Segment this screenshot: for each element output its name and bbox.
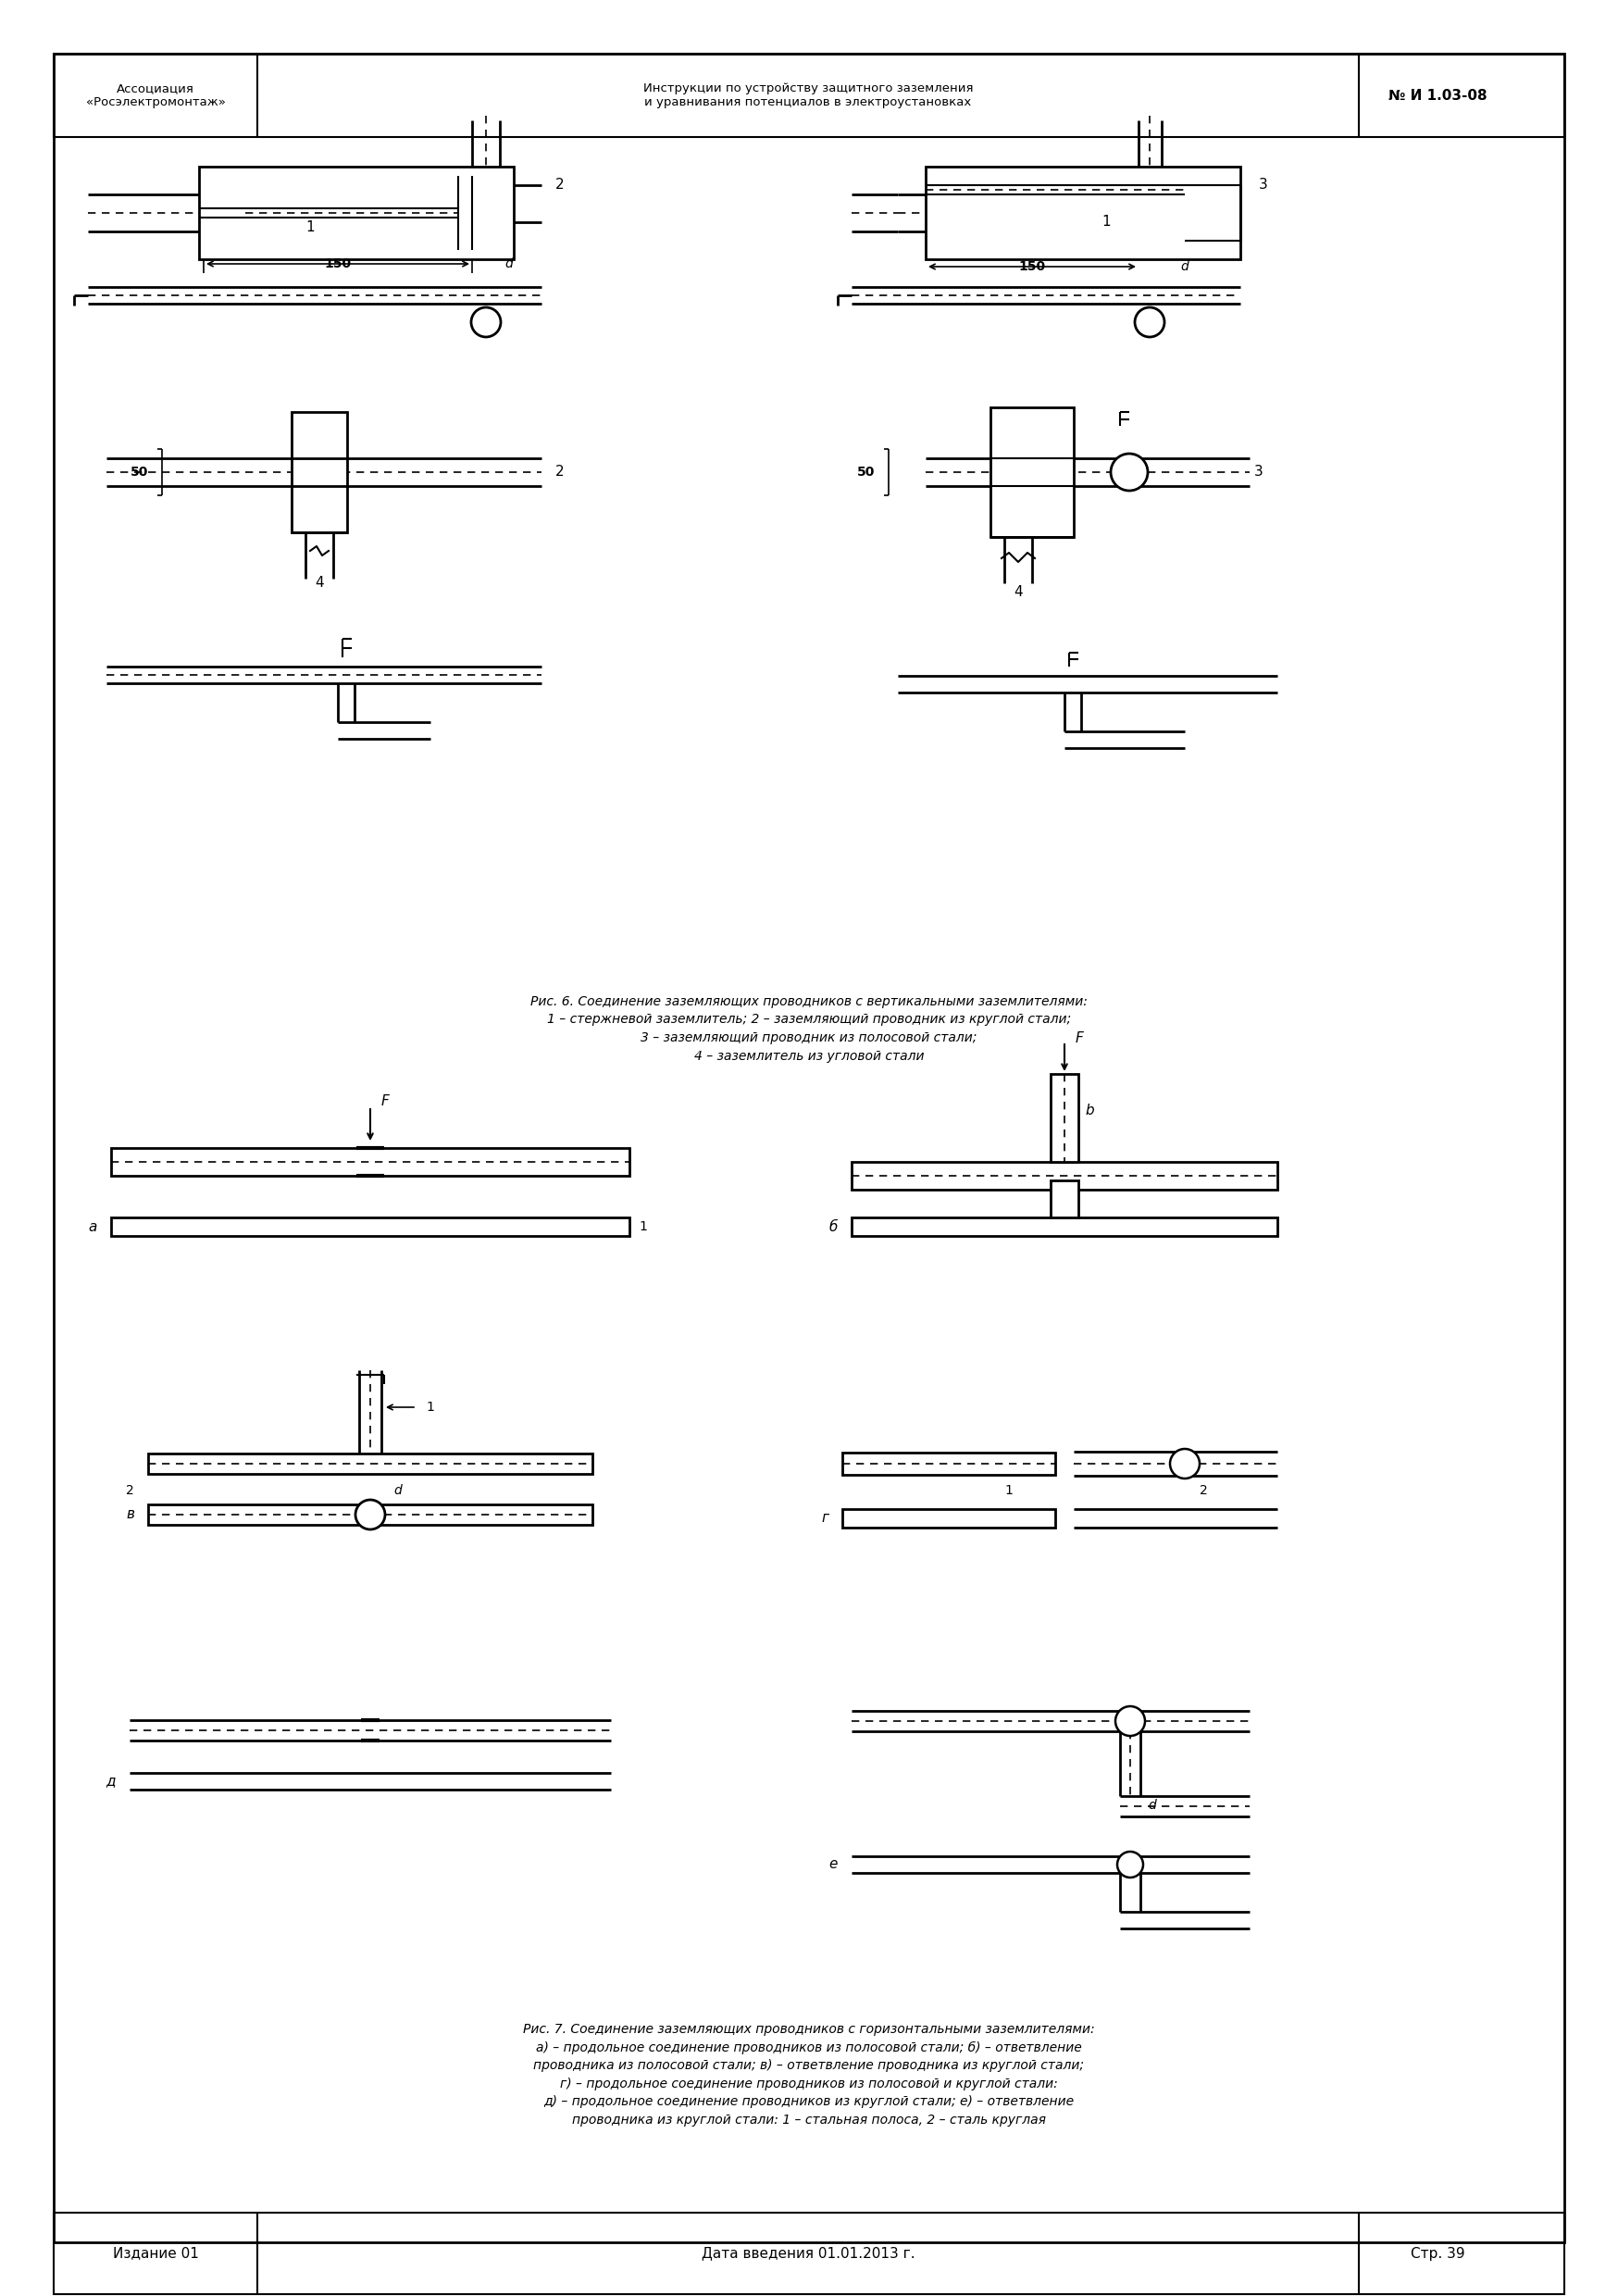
- Circle shape: [1110, 455, 1147, 491]
- Text: 2: 2: [555, 466, 565, 480]
- Circle shape: [1170, 1449, 1199, 1479]
- Bar: [843, 1453, 1055, 1474]
- Circle shape: [471, 308, 500, 338]
- Circle shape: [1118, 1851, 1144, 1878]
- Bar: [843, 1508, 1055, 1527]
- Text: d: d: [1147, 1798, 1155, 1812]
- Bar: [1050, 1075, 1078, 1162]
- Text: 1: 1: [1005, 1483, 1013, 1497]
- Circle shape: [356, 1499, 385, 1529]
- Text: d: d: [1181, 259, 1189, 273]
- Text: Дата введения 01.01.2013 г.: Дата введения 01.01.2013 г.: [701, 2245, 914, 2259]
- Bar: [112, 1217, 629, 1235]
- Text: F: F: [1076, 1031, 1084, 1045]
- Text: b: b: [1084, 1104, 1094, 1118]
- Text: Рис. 7. Соединение заземляющих проводников с горизонтальными заземлителями:
а) –: Рис. 7. Соединение заземляющих проводник…: [523, 2023, 1095, 2126]
- Text: 4: 4: [1014, 585, 1023, 599]
- Bar: [149, 1453, 592, 1474]
- Bar: [291, 411, 348, 533]
- Text: F: F: [382, 1095, 390, 1109]
- Text: 50: 50: [129, 466, 149, 478]
- Text: а: а: [89, 1219, 97, 1233]
- Text: № И 1.03-08: № И 1.03-08: [1388, 90, 1487, 103]
- Text: 1: 1: [426, 1401, 434, 1414]
- Circle shape: [1115, 1706, 1146, 1736]
- Text: Стр. 39: Стр. 39: [1411, 2245, 1464, 2259]
- Text: 2: 2: [126, 1483, 134, 1497]
- Bar: [851, 1217, 1277, 1235]
- Bar: [851, 1162, 1277, 1189]
- Bar: [149, 1504, 592, 1525]
- Text: 50: 50: [858, 466, 875, 478]
- Bar: [53, 2213, 1565, 2294]
- Circle shape: [1134, 308, 1165, 338]
- Text: Ассоциация
«Росэлектромонтаж»: Ассоциация «Росэлектромонтаж»: [86, 83, 225, 108]
- Text: 1: 1: [1102, 216, 1110, 230]
- Text: Рис. 6. Соединение заземляющих проводников с вертикальными заземлителями:
1 – ст: Рис. 6. Соединение заземляющих проводник…: [531, 994, 1087, 1063]
- Text: 1: 1: [306, 220, 314, 234]
- Bar: [199, 168, 515, 259]
- Bar: [53, 53, 1565, 138]
- Text: 1: 1: [639, 1219, 647, 1233]
- Text: 3: 3: [1259, 179, 1269, 193]
- Text: 4: 4: [316, 576, 324, 590]
- Text: б: б: [828, 1219, 838, 1233]
- Text: 150: 150: [324, 257, 351, 271]
- Text: д: д: [107, 1775, 116, 1789]
- Text: Инструкции по устройству защитного заземления
и уравнивания потенциалов в электр: Инструкции по устройству защитного зазем…: [642, 83, 972, 108]
- Bar: [1050, 1180, 1078, 1217]
- Text: 150: 150: [1019, 259, 1045, 273]
- Text: г: г: [820, 1511, 828, 1525]
- Bar: [112, 1148, 629, 1176]
- Bar: [990, 406, 1074, 537]
- Text: Издание 01: Издание 01: [113, 2245, 199, 2259]
- Text: в: в: [126, 1508, 134, 1522]
- Text: d: d: [393, 1483, 401, 1497]
- Text: е: е: [828, 1857, 838, 1871]
- Text: 2: 2: [555, 179, 565, 193]
- Text: 3: 3: [1254, 466, 1264, 480]
- Bar: [925, 168, 1241, 259]
- Text: d: d: [505, 257, 513, 271]
- Text: 2: 2: [1199, 1483, 1207, 1497]
